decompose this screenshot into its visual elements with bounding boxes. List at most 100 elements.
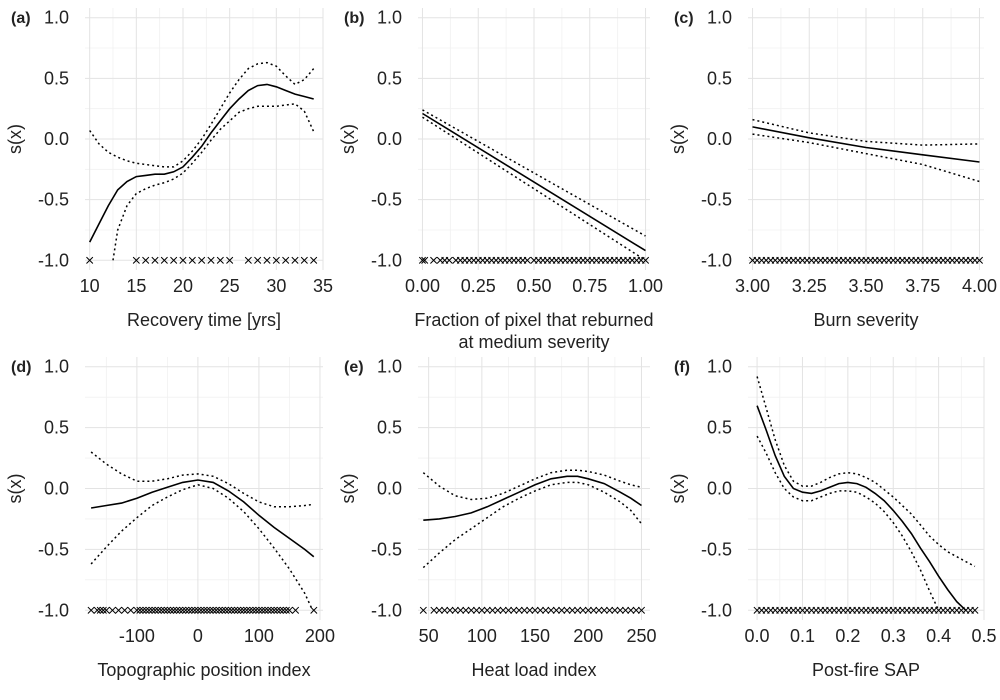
rug-x-marker — [240, 606, 248, 614]
rug-x-marker — [584, 606, 592, 614]
y-tick-label: 0.5 — [707, 418, 732, 438]
y-tick-label: -0.5 — [371, 539, 402, 559]
upper-confidence-line — [752, 118, 980, 146]
upper-confidence-line — [90, 451, 314, 508]
y-tick-label: 1.0 — [44, 8, 69, 28]
x-tick-label: 0.0 — [745, 626, 770, 646]
x-tick-label: 15 — [126, 276, 146, 296]
panel-c: 3.00 3.25 3.50 3.75 4.00 -1.0 -0.5 0.0 0.5 1.0 Bur… — [668, 8, 997, 330]
rug-x-marker — [273, 606, 281, 614]
rug-x-marker — [467, 606, 475, 614]
y-axis-title: s(x) — [338, 124, 358, 154]
panel-a: 10 15 20 25 30 35 -1.0 -0.5 0.0 0.5 1.0 Recovery ti… — [5, 8, 333, 330]
y-tick-label: -1.0 — [701, 600, 732, 620]
rug-x-marker — [151, 606, 159, 614]
rug-x-marker — [198, 256, 206, 264]
rug-x-marker — [254, 256, 262, 264]
rug-x-marker — [418, 256, 427, 264]
rug-x-marker — [547, 606, 555, 614]
rug-x-marker — [531, 606, 539, 614]
rug-x-marker — [154, 606, 162, 614]
smooth-fit-line — [756, 405, 967, 611]
lower-confidence-line — [422, 116, 646, 261]
lower-confidence-line — [422, 481, 643, 569]
x-tick-label: 0.25 — [461, 276, 496, 296]
y-tick-label: -1.0 — [38, 600, 69, 620]
rug-x-marker — [121, 606, 129, 614]
rug-x-marker — [627, 606, 635, 614]
rug-x-marker — [621, 606, 630, 614]
rug-x-marker — [151, 256, 159, 264]
x-tick-label: 25 — [220, 276, 240, 296]
rug-x-marker — [261, 606, 269, 614]
rug-x-marker — [99, 606, 107, 614]
x-tick-label: 0.75 — [572, 276, 607, 296]
rug-x-marker — [224, 606, 232, 614]
y-tick-label: -0.5 — [701, 539, 732, 559]
y-tick-label: -1.0 — [701, 250, 732, 270]
y-axis-title: s(x) — [5, 124, 25, 154]
rug-x-marker — [310, 606, 318, 614]
x-tick-label: 10 — [80, 276, 100, 296]
rug-x-marker — [421, 256, 429, 264]
panel-tag: (a) — [11, 10, 31, 27]
y-tick-label: 0.0 — [44, 129, 69, 149]
rug-x-marker — [574, 606, 582, 614]
panel-d: -100 0 100 200 -1.0 -0.5 0.0 0.5 1.0 Topographic … — [5, 357, 335, 680]
rug-x-marker — [142, 606, 150, 614]
rug-x-marker — [169, 606, 178, 614]
rug-x-marker — [441, 606, 449, 614]
smooth-fit-line — [752, 126, 980, 163]
y-tick-label: 0.0 — [707, 479, 732, 499]
rug-x-marker — [218, 606, 226, 614]
rug-x-marker — [188, 256, 196, 264]
rug-x-marker — [170, 256, 178, 264]
y-tick-label: 0.0 — [707, 129, 732, 149]
x-tick-label: 0.2 — [835, 626, 860, 646]
rug-x-marker — [563, 606, 571, 614]
panel-tag: (d) — [11, 359, 31, 376]
y-tick-label: -0.5 — [701, 190, 732, 210]
rug-x-marker — [244, 256, 252, 264]
y-tick-label: 0.5 — [44, 68, 69, 88]
x-tick-label: 0.5 — [971, 626, 996, 646]
rug-x-marker — [179, 256, 187, 264]
x-axis-title: Fraction of pixel that reburned — [414, 310, 653, 330]
rug-x-marker — [145, 606, 153, 614]
rug-x-marker — [200, 606, 208, 614]
y-tick-label: 0.0 — [377, 479, 402, 499]
rug-x-marker — [504, 606, 513, 614]
rug-x-marker — [102, 606, 110, 614]
rug-x-marker — [93, 606, 101, 614]
rug-x-marker — [632, 606, 640, 614]
rug-x-marker — [270, 606, 278, 614]
rug-x-marker — [252, 606, 260, 614]
rug-x-marker — [191, 606, 199, 614]
rug-x-marker — [87, 606, 95, 614]
y-tick-label: -1.0 — [38, 250, 69, 270]
y-tick-label: 1.0 — [377, 357, 402, 377]
rug-x-marker — [536, 606, 544, 614]
y-axis-title: s(x) — [338, 474, 358, 504]
rug-x-marker — [185, 606, 193, 614]
x-tick-label: 3.50 — [848, 276, 883, 296]
rug-x-marker — [285, 606, 293, 614]
rug-x-marker — [478, 606, 486, 614]
rug-x-marker — [212, 606, 220, 614]
rug-x-marker — [132, 256, 140, 264]
rug-x-marker — [163, 606, 171, 614]
y-axis-title: s(x) — [5, 474, 25, 504]
rug-x-marker — [515, 606, 523, 614]
x-axis-title: Topographic position index — [97, 660, 310, 680]
x-axis-title: Post-fire SAP — [812, 660, 920, 680]
x-tick-label: 0 — [193, 626, 203, 646]
rug-x-marker — [279, 606, 287, 614]
rug-x-marker — [430, 606, 438, 614]
rug-x-marker — [558, 606, 566, 614]
rug-x-marker — [590, 606, 598, 614]
smooth-fit-line — [90, 479, 315, 558]
rug-x-marker — [600, 606, 608, 614]
y-tick-label: -0.5 — [38, 539, 69, 559]
x-tick-label: 30 — [266, 276, 286, 296]
y-tick-label: -1.0 — [371, 600, 402, 620]
